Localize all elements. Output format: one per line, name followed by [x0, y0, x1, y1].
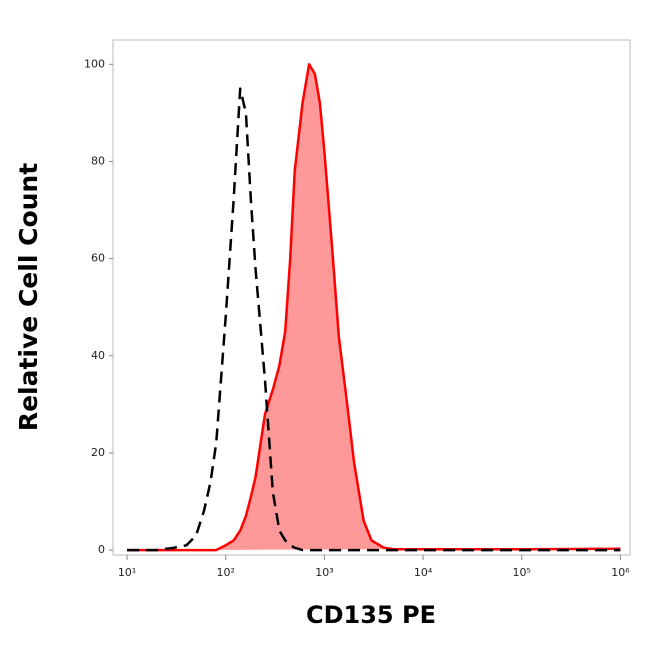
- plot-frame: [112, 39, 631, 556]
- dashed-histogram: [127, 87, 621, 552]
- x-tick-label: 10³: [315, 566, 333, 579]
- y-tick-label: 0: [98, 543, 105, 556]
- y-tick-label: 100: [84, 57, 105, 70]
- x-axis-title: CD135 PE: [306, 601, 436, 629]
- x-tick-label: 10²: [217, 566, 235, 579]
- y-axis-title: Relative Cell Count: [14, 163, 43, 431]
- x-tick-label: 10¹: [118, 566, 136, 579]
- y-tick-label: 60: [91, 252, 105, 265]
- y-tick-label: 40: [91, 349, 105, 362]
- x-tick-label: 10⁵: [513, 566, 531, 579]
- x-tick-label: 10⁶: [611, 566, 630, 579]
- x-tick-label: 10⁴: [414, 566, 433, 579]
- y-tick-label: 20: [91, 446, 105, 459]
- filled-histogram: [127, 63, 621, 552]
- y-tick-label: 80: [91, 154, 105, 167]
